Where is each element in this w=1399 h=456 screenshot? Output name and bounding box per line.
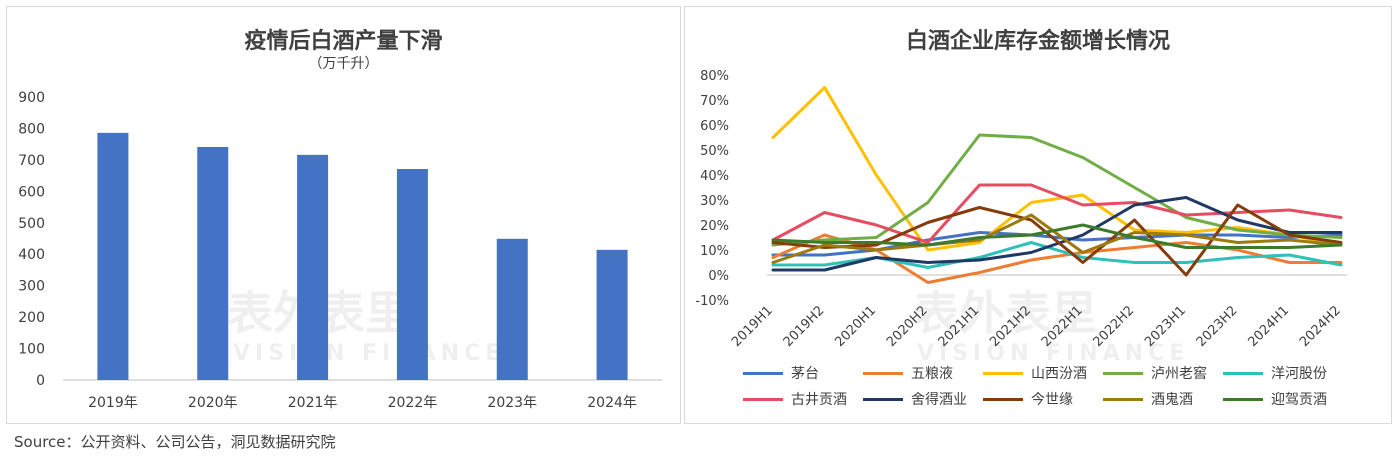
- production-chart-panel: 疫情后白酒产量下滑 （万千升） 表外表里 VISION FINANCE 0100…: [6, 6, 681, 424]
- production-chart-title: 疫情后白酒产量下滑: [244, 29, 443, 54]
- legend-label: 山西汾酒: [1031, 366, 1087, 382]
- legend-swatch: [743, 371, 783, 375]
- y-tick-label: 70%: [700, 94, 729, 109]
- y-tick-label: 0: [36, 373, 45, 389]
- series-line-7: [771, 196, 1343, 272]
- legend-item: 洋河股份: [1223, 363, 1327, 383]
- x-tick-label: 2024H1: [1245, 303, 1292, 350]
- bar: [396, 169, 428, 380]
- x-tick-label: 2021H1: [936, 303, 983, 350]
- y-tick-label: 800: [18, 121, 45, 137]
- production-bar-chart: 0 100 200 300 400 500 600 700 800 900 2019年 2020年 20…: [18, 90, 662, 411]
- x-tick-label: 2021H2: [987, 303, 1034, 350]
- legend-swatch: [983, 371, 1023, 375]
- series-line-6: [771, 183, 1343, 244]
- y-tick-label: 100: [18, 342, 45, 358]
- bar: [496, 238, 528, 380]
- x-tick-label: 2022H1: [1039, 303, 1086, 350]
- x-tick-label: 2020年: [188, 395, 238, 411]
- bar: [297, 154, 329, 380]
- y-tick-label: 0%: [708, 269, 729, 284]
- legend-swatch: [743, 397, 783, 401]
- legend-item: 山西汾酒: [983, 363, 1087, 383]
- y-tick-label: 40%: [700, 169, 729, 184]
- x-tick-label: 2022H2: [1091, 303, 1138, 350]
- legend-swatch: [863, 371, 903, 375]
- legend-swatch: [1103, 371, 1143, 375]
- bar: [197, 146, 229, 380]
- y-tick-label: 50%: [700, 144, 729, 159]
- series-line-3: [771, 86, 1343, 252]
- y-tick-label: 400: [18, 247, 45, 263]
- x-tick-label: 2023H2: [1194, 303, 1241, 350]
- legend-item: 舍得酒业: [863, 389, 967, 409]
- legend-label: 五粮液: [911, 366, 953, 382]
- legend-swatch: [983, 397, 1023, 401]
- x-tick-label: 2020H2: [884, 303, 931, 350]
- y-tick-label: 80%: [700, 69, 729, 84]
- legend-label: 舍得酒业: [911, 392, 967, 408]
- x-tick-label: 2022年: [388, 395, 438, 411]
- y-tick-label: 700: [18, 153, 45, 169]
- series-line-2: [771, 233, 1343, 284]
- legend-swatch: [863, 397, 903, 401]
- legend-label: 酒鬼酒: [1151, 392, 1193, 408]
- y-tick-label: 900: [18, 90, 45, 106]
- bar: [596, 249, 628, 380]
- legend-item: 酒鬼酒: [1103, 389, 1193, 409]
- legend-label: 泸州老窖: [1151, 366, 1207, 382]
- legend-swatch: [1103, 397, 1143, 401]
- legend-label: 今世缘: [1031, 392, 1073, 408]
- series-line-9: [771, 213, 1343, 264]
- production-chart-unit: （万千升）: [308, 56, 379, 72]
- y-tick-label: 300: [18, 279, 45, 295]
- legend-item: 五粮液: [863, 363, 953, 383]
- legend-item: 古井贡酒: [743, 389, 847, 409]
- x-tick-label: 2019年: [88, 395, 138, 411]
- y-tick-label: 60%: [700, 119, 729, 134]
- inventory-chart-title: 白酒企业库存金额增长情况: [905, 29, 1170, 54]
- legend-swatch: [1223, 371, 1263, 375]
- x-tick-label: 2024H2: [1297, 303, 1344, 350]
- y-tick-label: 200: [18, 310, 45, 326]
- x-tick-label: 2024年: [587, 395, 637, 411]
- source-note: Source：公开资料、公司公告，洞见数据研究院: [14, 433, 336, 451]
- series-line-10: [771, 223, 1343, 249]
- x-tick-label: 2019H2: [781, 303, 828, 350]
- inventory-chart-panel: 白酒企业库存金额增长情况 表外表里 VISION FINANCE -10% 0% 1…: [684, 6, 1392, 424]
- y-tick-label: 30%: [700, 194, 729, 209]
- legend-label: 古井贡酒: [791, 392, 847, 408]
- x-tick-label: 2021年: [288, 395, 338, 411]
- legend-item: 茅台: [743, 363, 819, 383]
- legend-swatch: [1223, 397, 1263, 401]
- y-tick-label: 600: [18, 184, 45, 200]
- legend-label: 茅台: [791, 366, 819, 382]
- series-line-4: [771, 133, 1343, 247]
- y-tick-label: -10%: [695, 294, 729, 309]
- legend-label: 洋河股份: [1271, 366, 1327, 382]
- x-tick-label: 2023年: [487, 395, 537, 411]
- bar: [97, 132, 129, 380]
- y-tick-label: 500: [18, 216, 45, 232]
- legend-item: 迎驾贡酒: [1223, 389, 1327, 409]
- legend-item: 泸州老窖: [1103, 363, 1207, 383]
- x-tick-label: 2019H1: [729, 303, 776, 350]
- x-tick-label: 2020H1: [832, 303, 879, 350]
- series-line-8: [771, 203, 1343, 277]
- inventory-line-chart: -10% 0% 10% 20% 30% 40% 50% 60% 70% 80% 2019H1 2019…: [695, 69, 1347, 350]
- y-tick-label: 20%: [700, 219, 729, 234]
- legend-label: 迎驾贡酒: [1271, 392, 1327, 408]
- series-line-1: [771, 231, 1343, 257]
- y-tick-label: 10%: [700, 244, 729, 259]
- x-tick-label: 2023H1: [1142, 303, 1189, 350]
- legend-item: 今世缘: [983, 389, 1073, 409]
